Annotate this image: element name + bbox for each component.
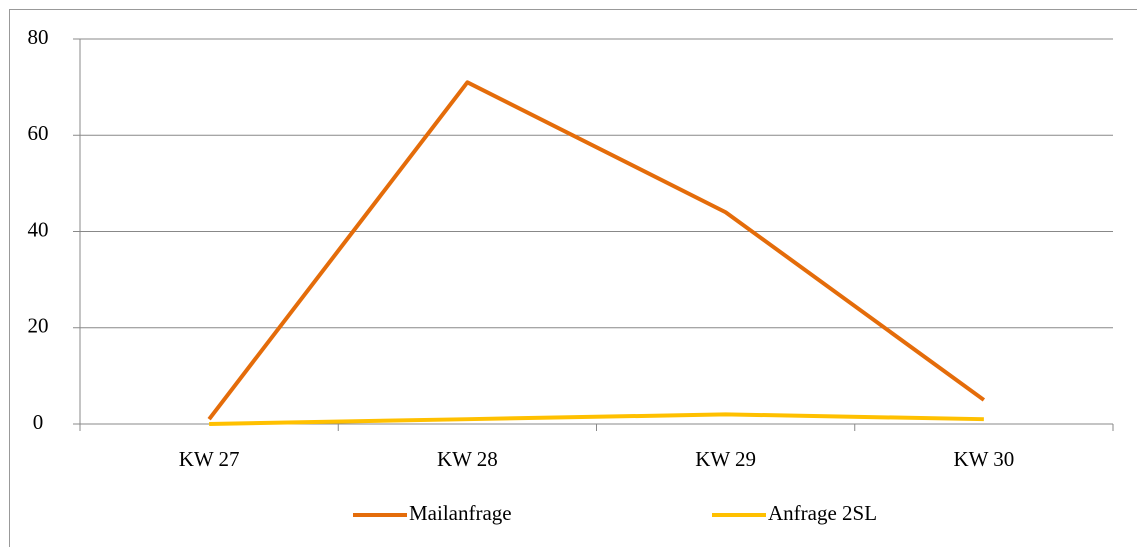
y-tick-label: 0 — [33, 410, 44, 434]
x-tick-label: KW 27 — [179, 447, 240, 471]
x-tick-label: KW 28 — [437, 447, 498, 471]
y-tick-label: 60 — [28, 121, 49, 145]
y-tick-label: 20 — [28, 314, 49, 338]
legend-label: Mailanfrage — [409, 501, 512, 525]
y-tick-label: 40 — [28, 217, 49, 241]
x-tick-label: KW 29 — [695, 447, 756, 471]
legend-label: Anfrage 2SL — [768, 501, 877, 525]
chart-frame — [9, 9, 1137, 547]
series-line — [207, 80, 986, 421]
series-line — [209, 412, 984, 426]
y-tick-label: 80 — [28, 25, 49, 49]
x-tick-label: KW 30 — [953, 447, 1014, 471]
